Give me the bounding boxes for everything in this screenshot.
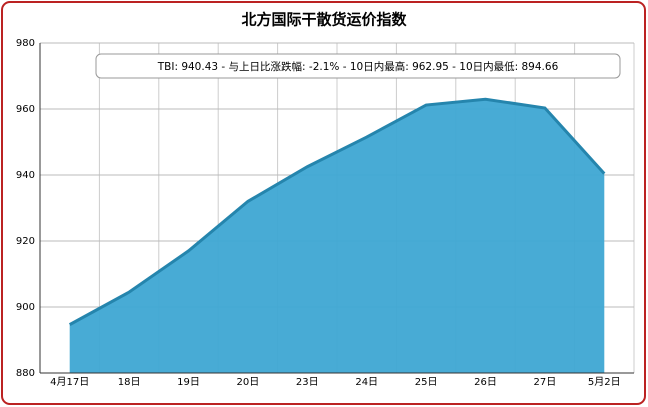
y-tick-label: 940 — [16, 170, 35, 181]
x-tick-label: 23日 — [296, 377, 319, 388]
x-tick-label: 26日 — [474, 377, 497, 388]
annotation: TBI: 940.43 - 与上日比涨跌幅: -2.1% - 10日内最高: 9… — [157, 60, 559, 73]
annotation-box — [95, 53, 621, 79]
y-tick-label: 880 — [16, 368, 35, 379]
x-tick-label: 25日 — [415, 377, 438, 388]
x-tick-label: 20日 — [237, 377, 260, 388]
y-tick-label: 960 — [16, 104, 35, 115]
x-tick-label: 18日 — [118, 377, 141, 388]
x-tick-label: 19日 — [177, 377, 200, 388]
y-tick-label: 920 — [16, 236, 35, 247]
x-tick-label: 5月2日 — [588, 376, 621, 388]
line — [68, 97, 606, 326]
y-tick-label: 900 — [16, 302, 35, 313]
x-tick-label: 24日 — [355, 377, 378, 388]
chart-title: 北方国际干散货运价指数 — [241, 11, 407, 29]
area — [69, 99, 605, 373]
x-tick-label: 4月17日 — [50, 376, 89, 388]
x-tick-label: 27日 — [534, 377, 557, 388]
y-tick-label: 980 — [16, 38, 35, 49]
